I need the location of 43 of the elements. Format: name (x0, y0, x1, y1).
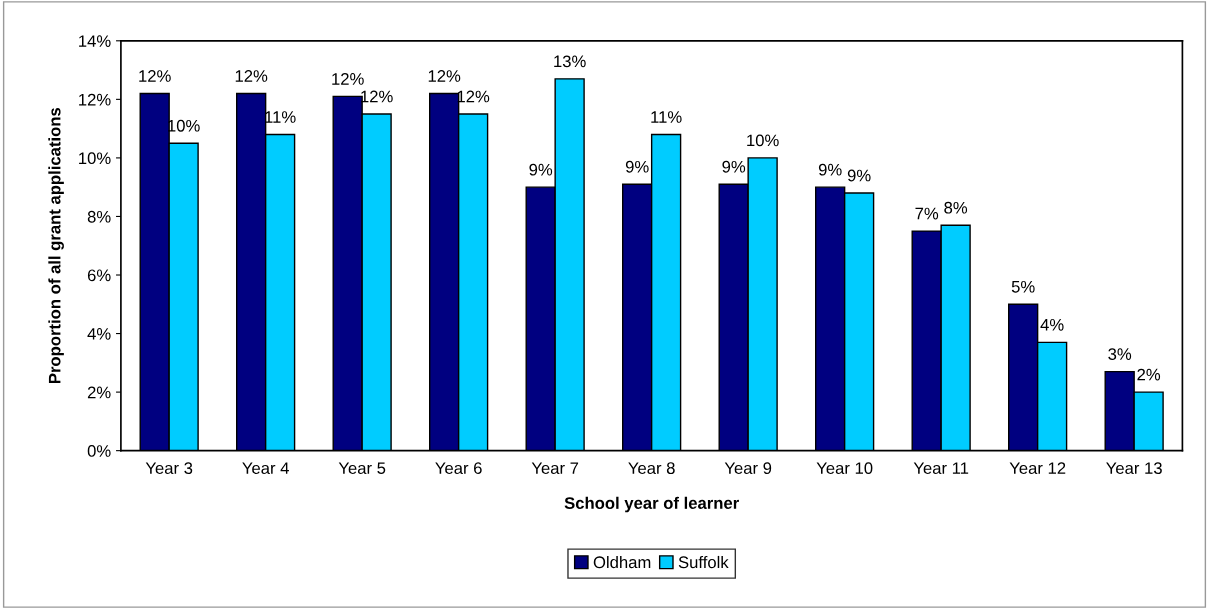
y-tick-label: 8% (87, 210, 111, 223)
data-label: 11% (651, 111, 682, 123)
data-label: 11% (265, 111, 296, 123)
data-label: 13% (554, 55, 586, 68)
data-label: 12% (235, 70, 268, 82)
x-tick-label: Year 10 (816, 462, 873, 475)
data-label: 12% (428, 70, 461, 82)
data-label: 5% (1011, 280, 1035, 293)
x-tick-label: Year 4 (242, 462, 289, 475)
data-label: 9% (625, 160, 649, 173)
y-tick-label: 6% (87, 269, 111, 282)
y-tick-label: 2% (87, 386, 111, 399)
data-label: 3% (1108, 348, 1132, 360)
data-label: 7% (915, 207, 939, 220)
y-tick-label: 10% (79, 152, 111, 165)
data-label: 9% (529, 163, 553, 176)
legend-label: Suffolk (678, 555, 729, 569)
x-tick-label: Year 8 (628, 462, 675, 475)
x-tick-label: Year 12 (1009, 462, 1066, 475)
data-label: 9% (818, 163, 842, 176)
x-tick-label: Year 9 (724, 462, 772, 475)
x-tick-label: Year 5 (338, 462, 386, 475)
x-tick-label: Year 7 (531, 462, 579, 475)
data-label: 12% (361, 90, 393, 103)
data-label: 9% (722, 160, 746, 173)
x-tick-label: Year 3 (145, 462, 193, 475)
legend-label: Oldham (593, 555, 651, 569)
data-label: 2% (1137, 368, 1161, 381)
y-tick-label: 0% (87, 445, 111, 457)
x-tick-label: Year 6 (435, 462, 482, 475)
data-label: 12% (139, 70, 171, 82)
data-label: 4% (1040, 318, 1064, 331)
data-label: 8% (944, 201, 968, 214)
y-axis-title: Proportion of all grant applications (48, 107, 64, 384)
y-tick-label: 14% (79, 35, 111, 47)
y-tick-label: 4% (87, 328, 111, 340)
x-tick-label: Year 11 (913, 462, 969, 475)
x-tick-label: Year 13 (1106, 462, 1162, 475)
data-label: 10% (747, 134, 779, 147)
x-axis-title: School year of learner (564, 496, 739, 513)
y-tick-label: 12% (79, 93, 111, 106)
data-label: 9% (847, 169, 871, 182)
data-label: 12% (332, 73, 364, 85)
